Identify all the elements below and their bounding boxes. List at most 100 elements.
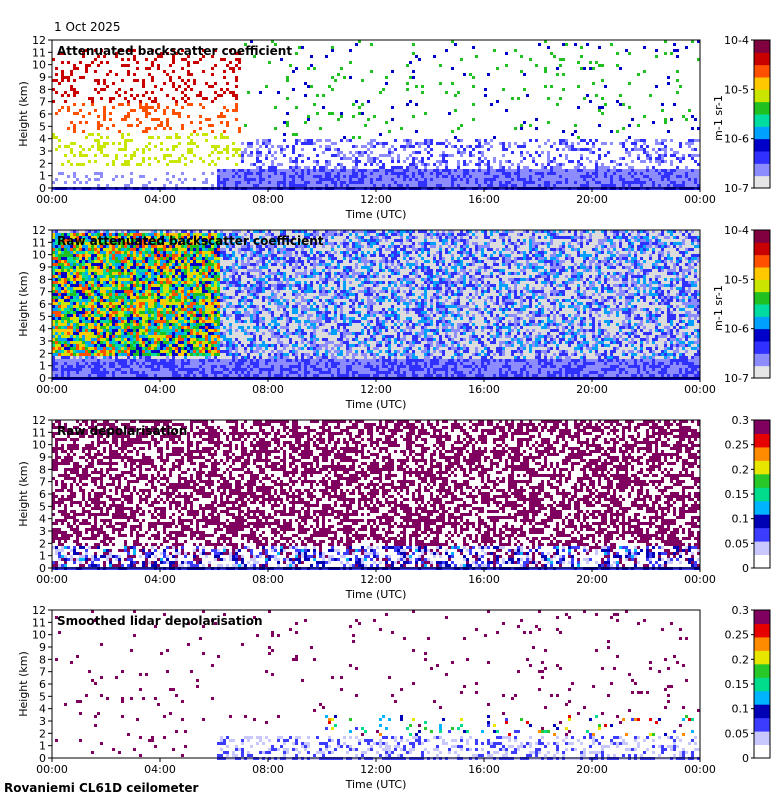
y-tick-label: 7	[39, 476, 46, 489]
y-tick-label: 10	[32, 249, 46, 262]
colorbar-segment	[754, 690, 770, 705]
colorbar-segment	[754, 279, 770, 293]
colorbar-segment	[754, 328, 770, 342]
x-tick-label: 00:00	[36, 763, 68, 776]
colorbar-segment	[754, 242, 770, 256]
y-tick-label: 11	[32, 426, 46, 439]
x-tick-label: 00:00	[684, 193, 716, 206]
y-tick-label: 1	[39, 550, 46, 563]
y-axis-label: Height (km)	[17, 271, 30, 337]
x-tick-label: 20:00	[576, 383, 608, 396]
x-tick-label: 00:00	[684, 383, 716, 396]
colorbar-segment	[754, 254, 770, 268]
colorbar-segment	[754, 101, 770, 115]
x-tick-label: 08:00	[252, 763, 284, 776]
colorbar-segment	[754, 473, 770, 488]
colorbar-tick-label: 0.25	[725, 439, 750, 452]
colorbar-tick-label: 10-5	[724, 273, 749, 286]
colorbar-segment	[754, 89, 770, 103]
colorbar-tick-label: 0.2	[732, 653, 750, 666]
colorbar-frame	[753, 229, 771, 379]
colorbar-segment	[754, 64, 770, 78]
colorbar-segment	[754, 151, 770, 164]
panel-title: Smoothed lidar depolarisation	[57, 614, 263, 628]
colorbar-tick-label: 0.3	[732, 604, 750, 617]
y-tick-label: 8	[39, 653, 46, 666]
colorbar-segment	[754, 316, 770, 330]
y-axis-label: Height (km)	[17, 81, 30, 147]
panel-4: Smoothed lidar depolarisation01234567891…	[17, 604, 771, 791]
colorbar-segment	[754, 304, 770, 317]
x-tick-label: 08:00	[252, 383, 284, 396]
panel-title: Raw depolarisation	[57, 424, 187, 438]
y-tick-label: 12	[32, 34, 46, 47]
colorbar-segment	[754, 446, 770, 461]
x-tick-label: 16:00	[468, 383, 500, 396]
x-tick-label: 20:00	[576, 763, 608, 776]
x-axis-label: Time (UTC)	[345, 588, 407, 601]
x-tick-label: 00:00	[684, 573, 716, 586]
y-tick-label: 8	[39, 273, 46, 286]
y-tick-label: 7	[39, 286, 46, 299]
colorbar: 0 0.05 0.1 0.15 0.2 0.25 0.3	[725, 414, 771, 575]
x-tick-label: 16:00	[468, 193, 500, 206]
colorbar-segment	[754, 420, 770, 434]
panel-title: Raw attenuated backscatter coefficient	[57, 234, 324, 248]
y-tick-label: 8	[39, 83, 46, 96]
colorbar-segment	[754, 433, 770, 448]
colorbar-tick-label: 0.15	[725, 678, 750, 691]
colorbar-segment	[754, 267, 770, 280]
y-tick-label: 2	[39, 347, 46, 360]
colorbar-tick-label: 0	[742, 562, 749, 575]
colorbar-tick-label: 0.1	[732, 513, 750, 526]
y-tick-label: 4	[39, 133, 46, 146]
y-tick-label: 2	[39, 727, 46, 740]
colorbar-segment	[754, 663, 770, 678]
x-tick-label: 08:00	[252, 193, 284, 206]
colorbar-segment	[754, 175, 770, 189]
colorbar-unit-label: m-1 sr-1	[712, 95, 725, 141]
y-axis-label: Height (km)	[17, 461, 30, 527]
y-tick-label: 2	[39, 157, 46, 170]
y-tick-label: 0	[39, 562, 46, 575]
colorbar-segment	[754, 341, 770, 354]
y-tick-label: 3	[39, 145, 46, 158]
x-tick-label: 12:00	[360, 573, 392, 586]
colorbar-segment	[754, 126, 770, 140]
colorbar-segment	[754, 744, 770, 759]
y-tick-label: 9	[39, 261, 46, 274]
colorbar-segment	[754, 40, 770, 53]
colorbar-tick-label: 0.15	[725, 488, 750, 501]
colorbar-segment	[754, 230, 770, 243]
colorbar-segment	[754, 52, 770, 66]
colorbar-segment	[754, 650, 770, 665]
colorbar-segment	[754, 365, 770, 379]
colorbar-tick-label: 0.25	[725, 629, 750, 642]
instrument-label: Rovaniemi CL61D ceilometer	[4, 781, 199, 795]
y-tick-label: 5	[39, 120, 46, 133]
y-tick-label: 10	[32, 59, 46, 72]
colorbar-tick-label: 10-4	[724, 224, 749, 237]
plot-area	[52, 610, 700, 758]
colorbar-segment	[754, 554, 770, 569]
colorbar: 10-7 10-6 10-5 10-4 m-1 sr-1	[712, 224, 771, 385]
y-tick-label: 0	[39, 372, 46, 385]
y-tick-label: 12	[32, 414, 46, 427]
y-tick-label: 8	[39, 463, 46, 476]
y-tick-label: 1	[39, 360, 46, 373]
y-tick-label: 11	[32, 46, 46, 59]
x-tick-label: 04:00	[144, 573, 176, 586]
y-tick-label: 7	[39, 96, 46, 109]
heatmap-field	[52, 40, 700, 190]
colorbar: 10-7 10-6 10-5 10-4 m-1 sr-1	[712, 34, 771, 195]
colorbar-segment	[754, 541, 770, 556]
x-tick-label: 00:00	[36, 383, 68, 396]
colorbar-segment	[754, 114, 770, 127]
x-tick-label: 00:00	[36, 193, 68, 206]
y-tick-label: 10	[32, 439, 46, 452]
y-tick-label: 5	[39, 690, 46, 703]
y-tick-label: 1	[39, 740, 46, 753]
colorbar: 0 0.05 0.1 0.15 0.2 0.25 0.3	[725, 604, 771, 765]
colorbar-segment	[754, 487, 770, 502]
y-tick-label: 11	[32, 236, 46, 249]
